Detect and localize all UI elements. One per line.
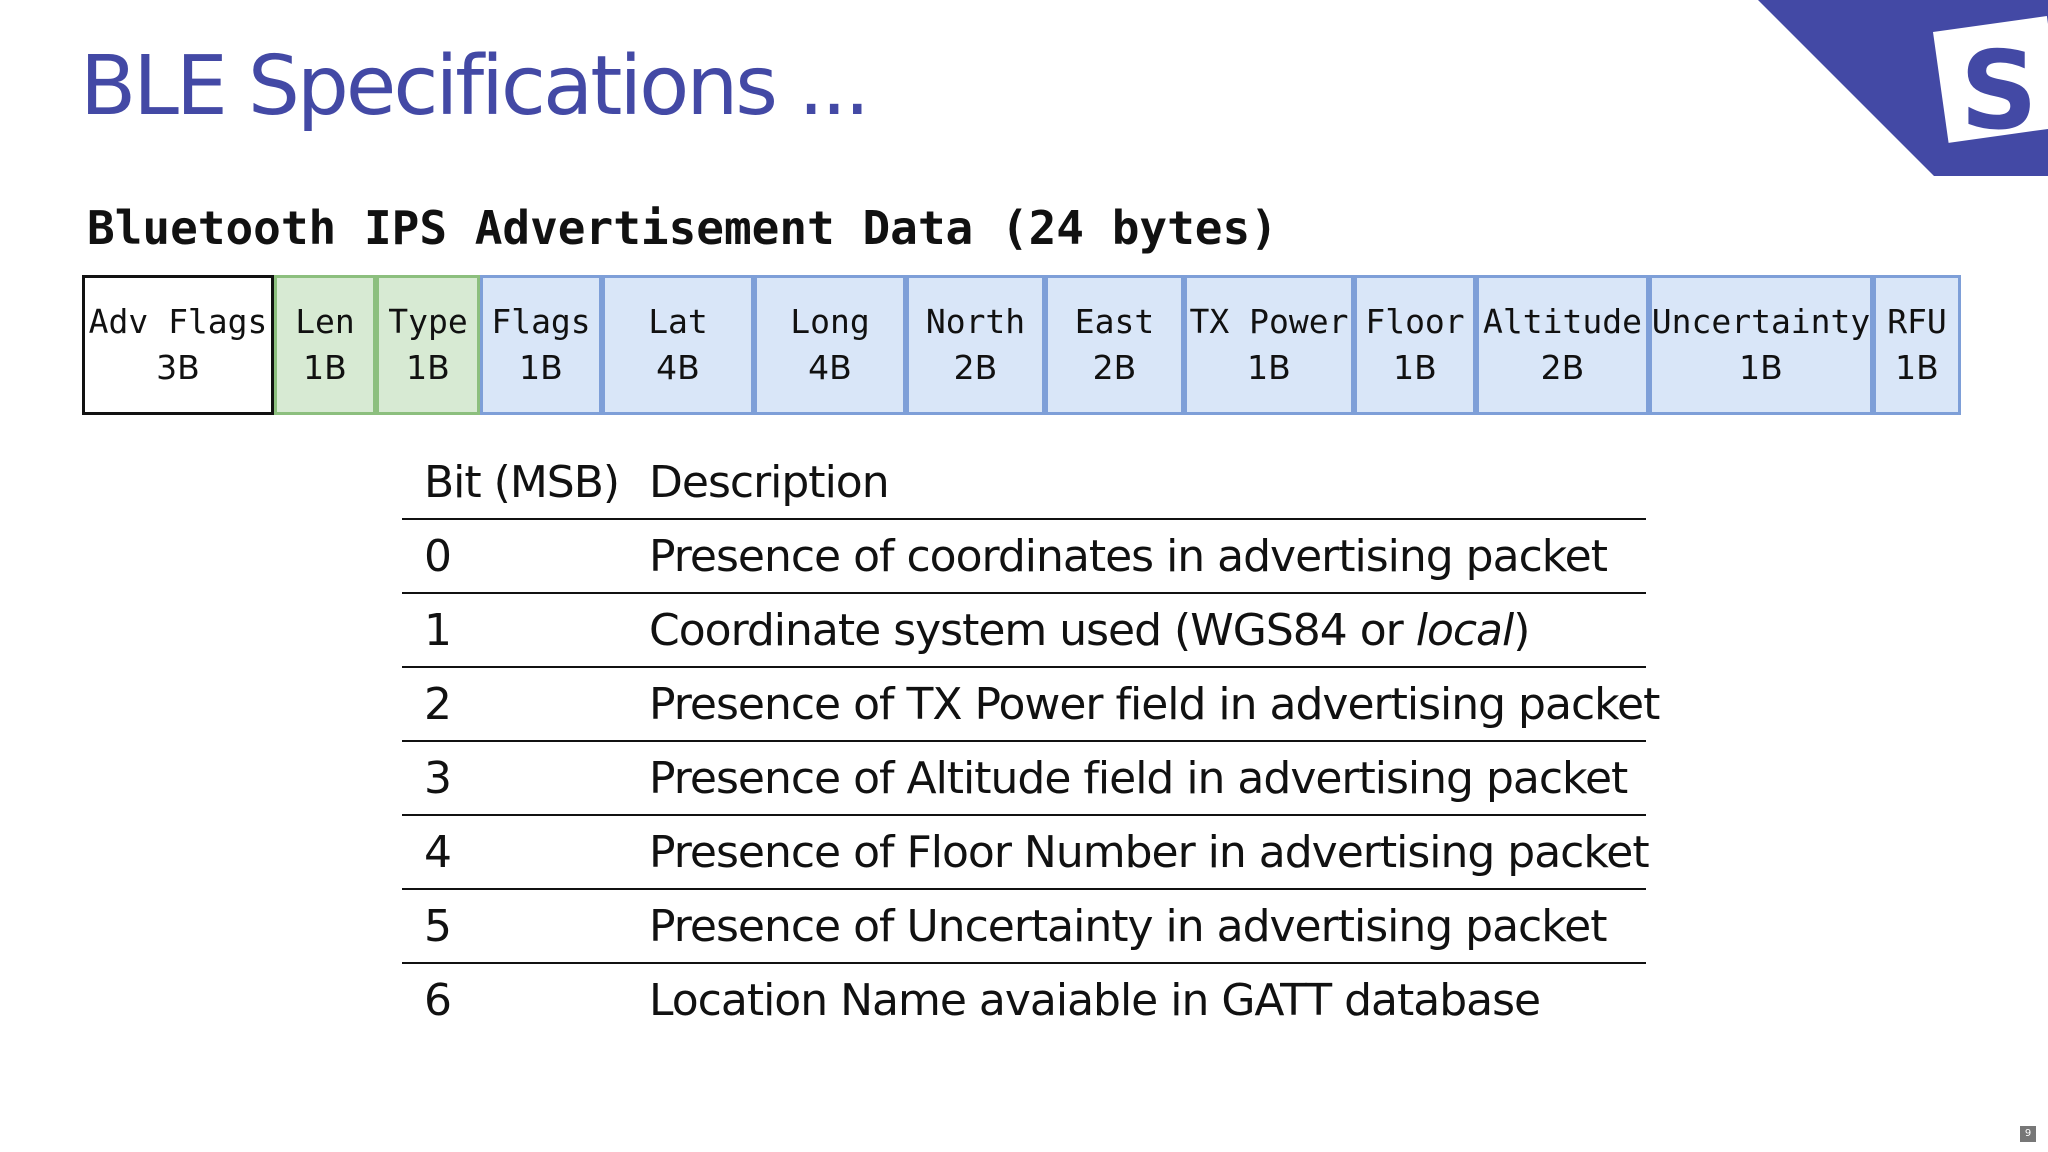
field-size: 4B [656,348,700,387]
description-italic: local [1415,604,1515,656]
description-cell: Presence of Floor Number in advertising … [627,815,1650,890]
field-size: 4B [808,348,852,387]
field-floor: Floor 1B [1354,275,1476,415]
table-row: 6 Location Name avaiable in GATT databas… [402,963,1646,1036]
bit-cell: 6 [424,974,452,1026]
bit-description-table: Bit (MSB) Description 0 Presence of coor… [402,446,1660,1036]
description-end: ) [1513,604,1530,656]
bit-cell: 1 [402,593,627,668]
logo-s-icon: S [1758,0,2048,176]
description-cell: Presence of Altitude field in advertisin… [627,741,1646,816]
field-size: 1B [406,348,450,387]
field-east: East 2B [1045,275,1184,415]
field-name: Len [295,302,355,341]
bit-cell: 5 [402,889,627,964]
table-row: 1 Coordinate system used (WGS84 or local… [402,593,1646,668]
field-altitude: Altitude 2B [1476,275,1649,415]
table-row: 5 Presence of Uncertainty in advertising… [402,889,1646,964]
field-lat: Lat 4B [602,275,754,415]
packet-diagram: Adv Flags 3B Len 1B Type 1B Flags 1B Lat… [82,275,1961,415]
field-name: Long [790,302,870,341]
table-header-row: Bit (MSB) Description [402,446,1646,520]
field-name: RFU [1887,302,1947,341]
description-cell: Presence of coordinates in advertising p… [627,519,1646,594]
table-row: 0 Presence of coordinates in advertising… [402,519,1646,594]
table-row: 2 Presence of TX Power field in advertis… [402,667,1660,742]
field-long: Long 4B [754,275,906,415]
field-name: Lat [648,302,708,341]
field-name: TX Power [1189,302,1349,341]
column-header-description: Description [627,446,1646,520]
description-cell: Coordinate system used (WGS84 or local) [627,593,1646,668]
field-name: Altitude [1483,302,1642,341]
field-rfu: RFU 1B [1873,275,1961,415]
bit-cell: 2 [402,667,627,742]
field-size: 1B [1739,348,1783,387]
description-cell: Presence of Uncertainty in advertising p… [627,889,1646,964]
column-header-bit: Bit (MSB) [402,446,627,520]
description-cell: Presence of TX Power field in advertisin… [627,667,1660,742]
slide-title: BLE Specifications ... [80,39,870,134]
field-type: Type 1B [376,275,480,415]
bit-cell: 4 [402,815,627,890]
field-size: 2B [1540,348,1585,387]
packet-subtitle: Bluetooth IPS Advertisement Data (24 byt… [87,201,1278,255]
field-adv-flags: Adv Flags 3B [82,275,274,415]
field-size: 1B [1247,348,1291,387]
table-row: 3 Presence of Altitude field in advertis… [402,741,1646,816]
field-tx-power: TX Power 1B [1184,275,1354,415]
bit-cell: 3 [402,741,627,816]
description-text: Coordinate system used (WGS84 or [649,604,1416,656]
field-size: 2B [1092,348,1137,387]
bit-cell: 0 [402,519,627,594]
field-name: Type [388,302,468,341]
field-name: Adv Flags [88,302,268,341]
field-size: 1B [1393,348,1437,387]
field-uncertainty: Uncertainty 1B [1649,275,1873,415]
field-size: 1B [1895,348,1939,387]
logo-letter: S [1960,29,2038,154]
field-north: North 2B [906,275,1045,415]
page-number: 9 [2020,1126,2036,1142]
description-cell: Location Name avaiable in GATT database [649,974,1541,1026]
field-name: Flags [491,302,591,341]
field-size: 1B [303,348,347,387]
field-size: 1B [519,348,563,387]
field-flags: Flags 1B [480,275,602,415]
field-len: Len 1B [274,275,376,415]
field-name: East [1074,302,1155,341]
field-size: 2B [953,348,998,387]
field-size: 3B [156,348,200,387]
table-row: 4 Presence of Floor Number in advertisin… [402,815,1650,890]
field-name: North [925,302,1026,341]
field-name: Uncertainty [1651,302,1871,341]
field-name: Floor [1365,302,1465,341]
